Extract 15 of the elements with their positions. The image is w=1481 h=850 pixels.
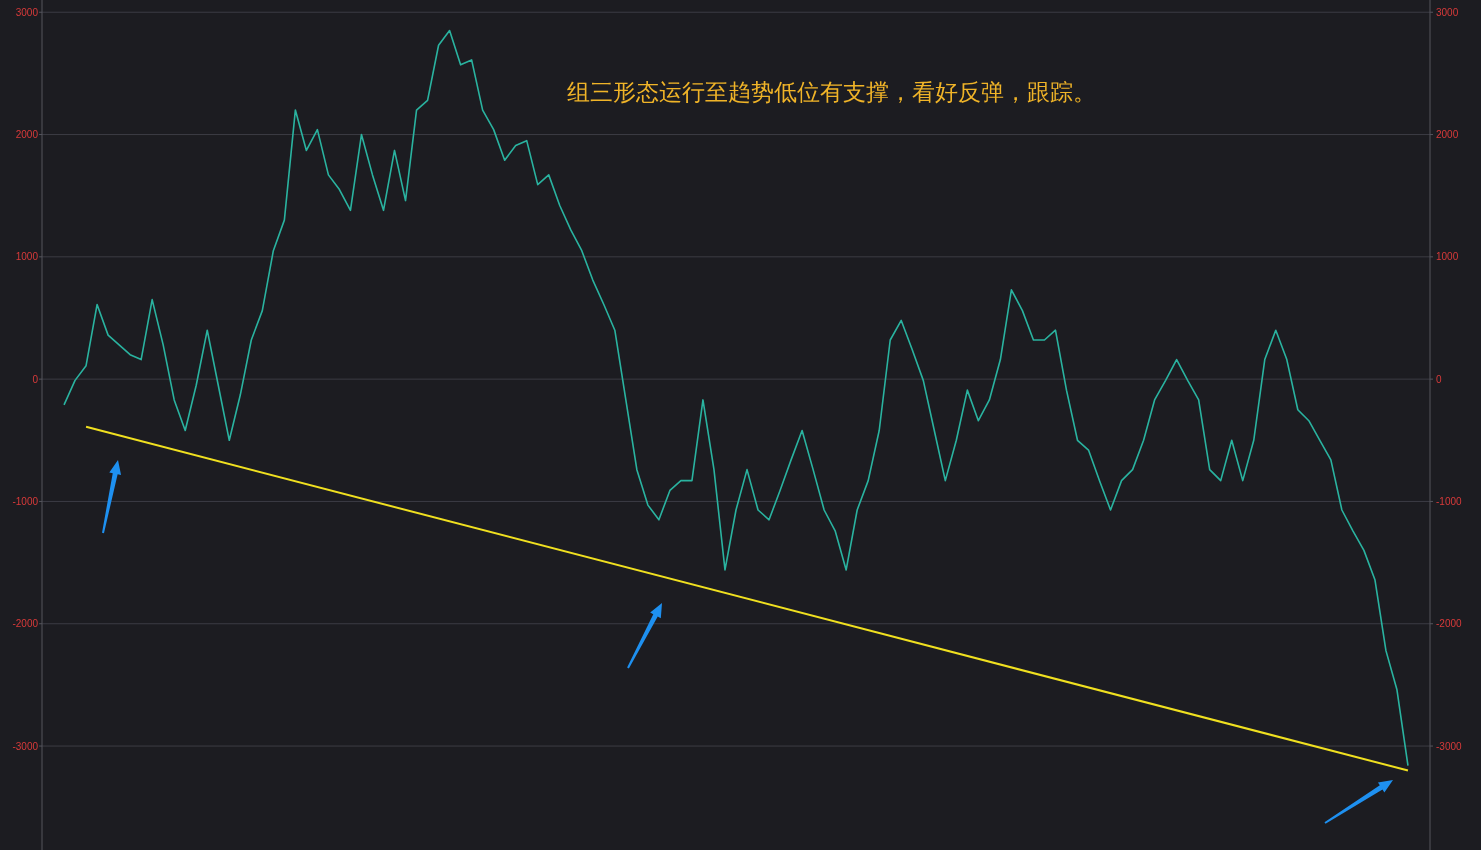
annotation: 组三形态运行至趋势低位有支撑，看好反弹，跟踪。 (567, 79, 1096, 105)
y-tick-label: -3000 (12, 740, 39, 752)
y2-tick-label: 0 (1436, 373, 1442, 385)
y-tick-label: 0 (32, 373, 39, 385)
y-tick-label: -1000 (12, 495, 39, 507)
y2-tick-label: -3000 (1436, 740, 1463, 752)
y-tick-label: -2000 (12, 618, 39, 630)
y2-tick-label: 3000 (1436, 6, 1459, 18)
y-tick-label: 2000 (15, 129, 39, 141)
y-tick-label: 3000 (15, 6, 39, 18)
y2-tick-label: 2000 (1436, 129, 1459, 141)
y2-tick-label: -2000 (1436, 618, 1463, 630)
y2-tick-label: -1000 (1436, 495, 1463, 507)
y-tick-label: 1000 (15, 251, 39, 263)
y2-tick-label: 1000 (1436, 251, 1459, 263)
